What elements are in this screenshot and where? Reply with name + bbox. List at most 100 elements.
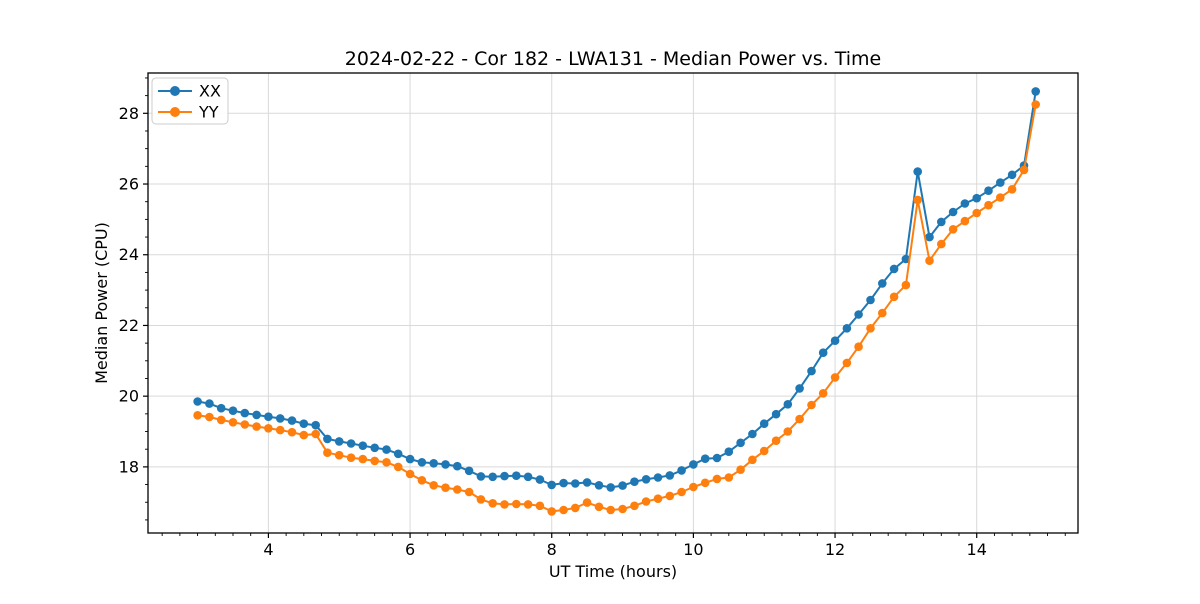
data-point-xx <box>299 419 309 429</box>
data-point-yy <box>984 200 993 210</box>
series-xx <box>193 87 1040 492</box>
data-point-xx <box>264 412 273 422</box>
data-point-yy <box>748 455 757 465</box>
data-point-yy <box>677 487 686 497</box>
data-point-xx <box>311 420 321 430</box>
y-tick-label: 18 <box>119 457 139 476</box>
data-point-xx <box>996 178 1005 187</box>
data-point-yy <box>464 487 474 497</box>
x-tick-label: 14 <box>967 540 987 559</box>
data-point-yy <box>299 430 309 440</box>
data-point-xx <box>216 403 226 413</box>
data-point-yy <box>476 495 486 504</box>
legend-entry-yy: YY <box>158 103 219 122</box>
data-point-xx <box>476 472 486 481</box>
data-point-yy <box>582 498 592 507</box>
data-point-yy <box>759 446 769 456</box>
axis-ticks: 4 6 8 10 12 14 18 20 22 24 26 28 <box>119 77 1066 559</box>
data-point-yy <box>901 280 911 290</box>
data-point-yy <box>535 501 545 511</box>
data-point-xx <box>830 336 840 346</box>
data-point-yy <box>937 239 946 249</box>
data-point-yy <box>854 342 863 352</box>
data-point-xx <box>630 477 639 487</box>
data-point-xx <box>547 480 556 490</box>
data-point-yy <box>417 476 427 485</box>
data-point-xx <box>641 475 651 484</box>
data-point-yy <box>830 373 840 382</box>
data-point-xx <box>854 310 863 319</box>
data-point-yy <box>889 292 899 302</box>
data-point-yy <box>323 448 332 458</box>
data-point-yy <box>559 505 568 515</box>
data-point-xx <box>464 466 474 476</box>
data-point-xx <box>736 438 745 448</box>
data-point-xx <box>535 475 545 484</box>
data-point-yy <box>641 497 651 506</box>
data-point-xx <box>795 384 804 393</box>
data-point-yy <box>429 481 439 490</box>
y-tick-label: 20 <box>119 387 139 406</box>
data-point-xx <box>677 466 686 475</box>
data-point-xx <box>771 409 781 419</box>
data-point-xx <box>205 399 214 408</box>
y-tick-label: 28 <box>119 104 139 123</box>
data-point-yy <box>500 500 509 509</box>
data-point-xx <box>818 348 828 358</box>
data-point-yy <box>665 491 675 501</box>
x-tick-label: 12 <box>825 540 845 559</box>
data-point-xx <box>559 478 568 488</box>
data-point-yy <box>712 474 722 484</box>
data-point-yy <box>878 308 887 318</box>
data-point-yy <box>370 456 380 466</box>
data-point-xx <box>571 479 580 488</box>
data-point-xx <box>334 437 344 446</box>
data-point-yy <box>996 193 1005 202</box>
data-point-xx <box>370 443 380 453</box>
legend-entry-xx: XX <box>158 82 221 101</box>
data-series <box>193 87 1040 516</box>
data-point-xx <box>393 449 403 459</box>
data-point-yy <box>948 225 958 234</box>
data-point-yy <box>382 458 391 467</box>
data-point-yy <box>783 427 793 436</box>
x-tick-label: 4 <box>263 540 273 559</box>
data-point-xx <box>429 459 439 468</box>
data-point-yy <box>618 504 627 514</box>
data-point-xx <box>759 419 769 429</box>
data-point-xx <box>984 186 993 195</box>
data-point-yy <box>689 482 698 492</box>
data-point-yy <box>736 465 745 475</box>
data-point-xx <box>453 461 462 471</box>
data-point-xx <box>500 471 509 481</box>
data-point-xx <box>240 408 250 418</box>
data-point-yy <box>523 500 533 509</box>
data-point-xx <box>323 434 332 444</box>
data-point-yy <box>571 503 580 513</box>
axes <box>147 72 1079 534</box>
data-point-yy <box>1007 185 1017 194</box>
data-point-xx <box>606 483 615 492</box>
chart-title: 2024-02-22 - Cor 182 - LWA131 - Median P… <box>345 48 881 70</box>
data-point-yy <box>216 415 226 425</box>
data-point-xx <box>700 454 710 464</box>
data-point-xx <box>346 439 356 448</box>
y-tick-label: 26 <box>119 175 139 194</box>
data-point-yy <box>866 324 875 333</box>
data-point-xx <box>618 481 627 490</box>
legend-marker <box>170 86 180 96</box>
data-point-xx <box>193 397 202 406</box>
data-point-yy <box>287 427 297 437</box>
data-point-yy <box>193 411 202 420</box>
y-tick-label: 22 <box>119 316 139 335</box>
y-axis-label: Median Power (CPU) <box>92 222 111 384</box>
data-point-xx <box>866 295 875 305</box>
data-point-xx <box>512 471 521 481</box>
data-point-xx <box>807 366 816 376</box>
data-point-yy <box>453 485 462 494</box>
data-point-yy <box>606 505 615 515</box>
data-point-yy <box>405 469 415 479</box>
data-point-yy <box>512 499 521 509</box>
data-point-yy <box>1019 165 1029 175</box>
